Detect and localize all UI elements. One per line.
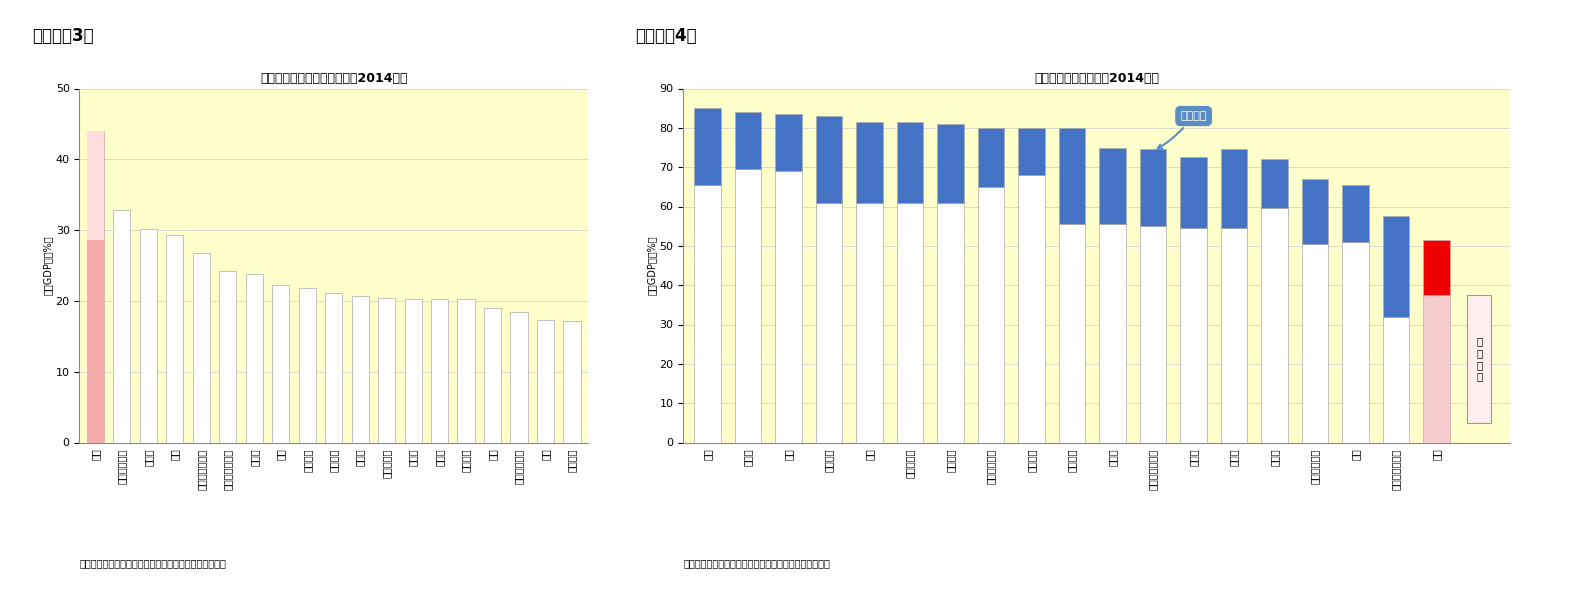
Bar [1382,317,1409,442]
Bar [1343,242,1368,442]
Bar [510,312,528,442]
Text: （資料）国連のデータを元にニッセイ基礎研究所で作成: （資料）国連のデータを元にニッセイ基礎研究所で作成 [683,558,829,568]
Y-axis label: （対GDP比、%）: （対GDP比、%） [43,235,52,296]
Bar [1220,228,1247,442]
Text: （資料）国連のデータを元にニッセイ基礎研究所で作成: （資料）国連のデータを元にニッセイ基礎研究所で作成 [79,558,226,568]
Bar [1100,148,1125,224]
Bar [326,293,342,442]
Bar [896,122,923,202]
Text: （図表－3）: （図表－3） [32,27,94,45]
Bar [246,274,262,442]
Bar [694,108,721,185]
Text: 個
人
消
費: 個 人 消 費 [1476,336,1483,381]
Bar [938,124,965,202]
Bar [87,131,103,442]
Bar [1301,179,1328,244]
Bar [815,202,842,442]
Text: 政府支出: 政府支出 [1157,111,1208,149]
Bar [1301,244,1328,442]
Bar [977,128,1004,187]
Bar [1139,149,1166,226]
Bar [856,202,883,442]
Bar [1058,224,1085,442]
Bar [1343,185,1368,242]
Bar [775,114,802,171]
Bar [856,122,883,202]
Bar [694,185,721,442]
Bar [192,254,210,442]
Bar [140,229,157,442]
Bar [977,187,1004,442]
Text: （図表－4）: （図表－4） [636,27,698,45]
Bar [734,112,761,169]
Bar [485,308,501,442]
Bar [405,299,421,442]
FancyBboxPatch shape [1467,295,1492,423]
Bar [299,288,316,442]
Bar [1181,158,1206,228]
Bar [938,202,965,442]
Bar [896,202,923,442]
Bar [378,298,396,442]
Bar [87,131,103,240]
Bar [734,169,761,442]
Bar [272,284,289,442]
Bar [351,296,369,442]
Bar [113,210,130,442]
Bar [1019,175,1046,442]
Bar [458,300,475,442]
Bar [219,271,237,442]
Title: 最終消費の国際比較（2014年）: 最終消費の国際比較（2014年） [1034,71,1158,84]
Bar [815,116,842,202]
Bar [1424,295,1449,442]
Bar [1058,128,1085,224]
Bar [167,235,183,442]
Bar [1100,224,1125,442]
Bar [1262,159,1287,208]
Bar [431,300,448,442]
Bar [564,321,580,442]
Bar [1139,226,1166,442]
Bar [775,171,802,442]
Bar [1382,217,1409,317]
Bar [1220,149,1247,228]
Bar [1262,208,1287,442]
Bar [1019,128,1046,175]
Title: 総固定資本形成の国際比較（2014年）: 総固定資本形成の国際比較（2014年） [261,71,407,84]
Bar [537,320,555,442]
Bar [1181,228,1206,442]
Y-axis label: （対GDP比、%）: （対GDP比、%） [647,235,656,296]
Bar [1424,240,1449,295]
